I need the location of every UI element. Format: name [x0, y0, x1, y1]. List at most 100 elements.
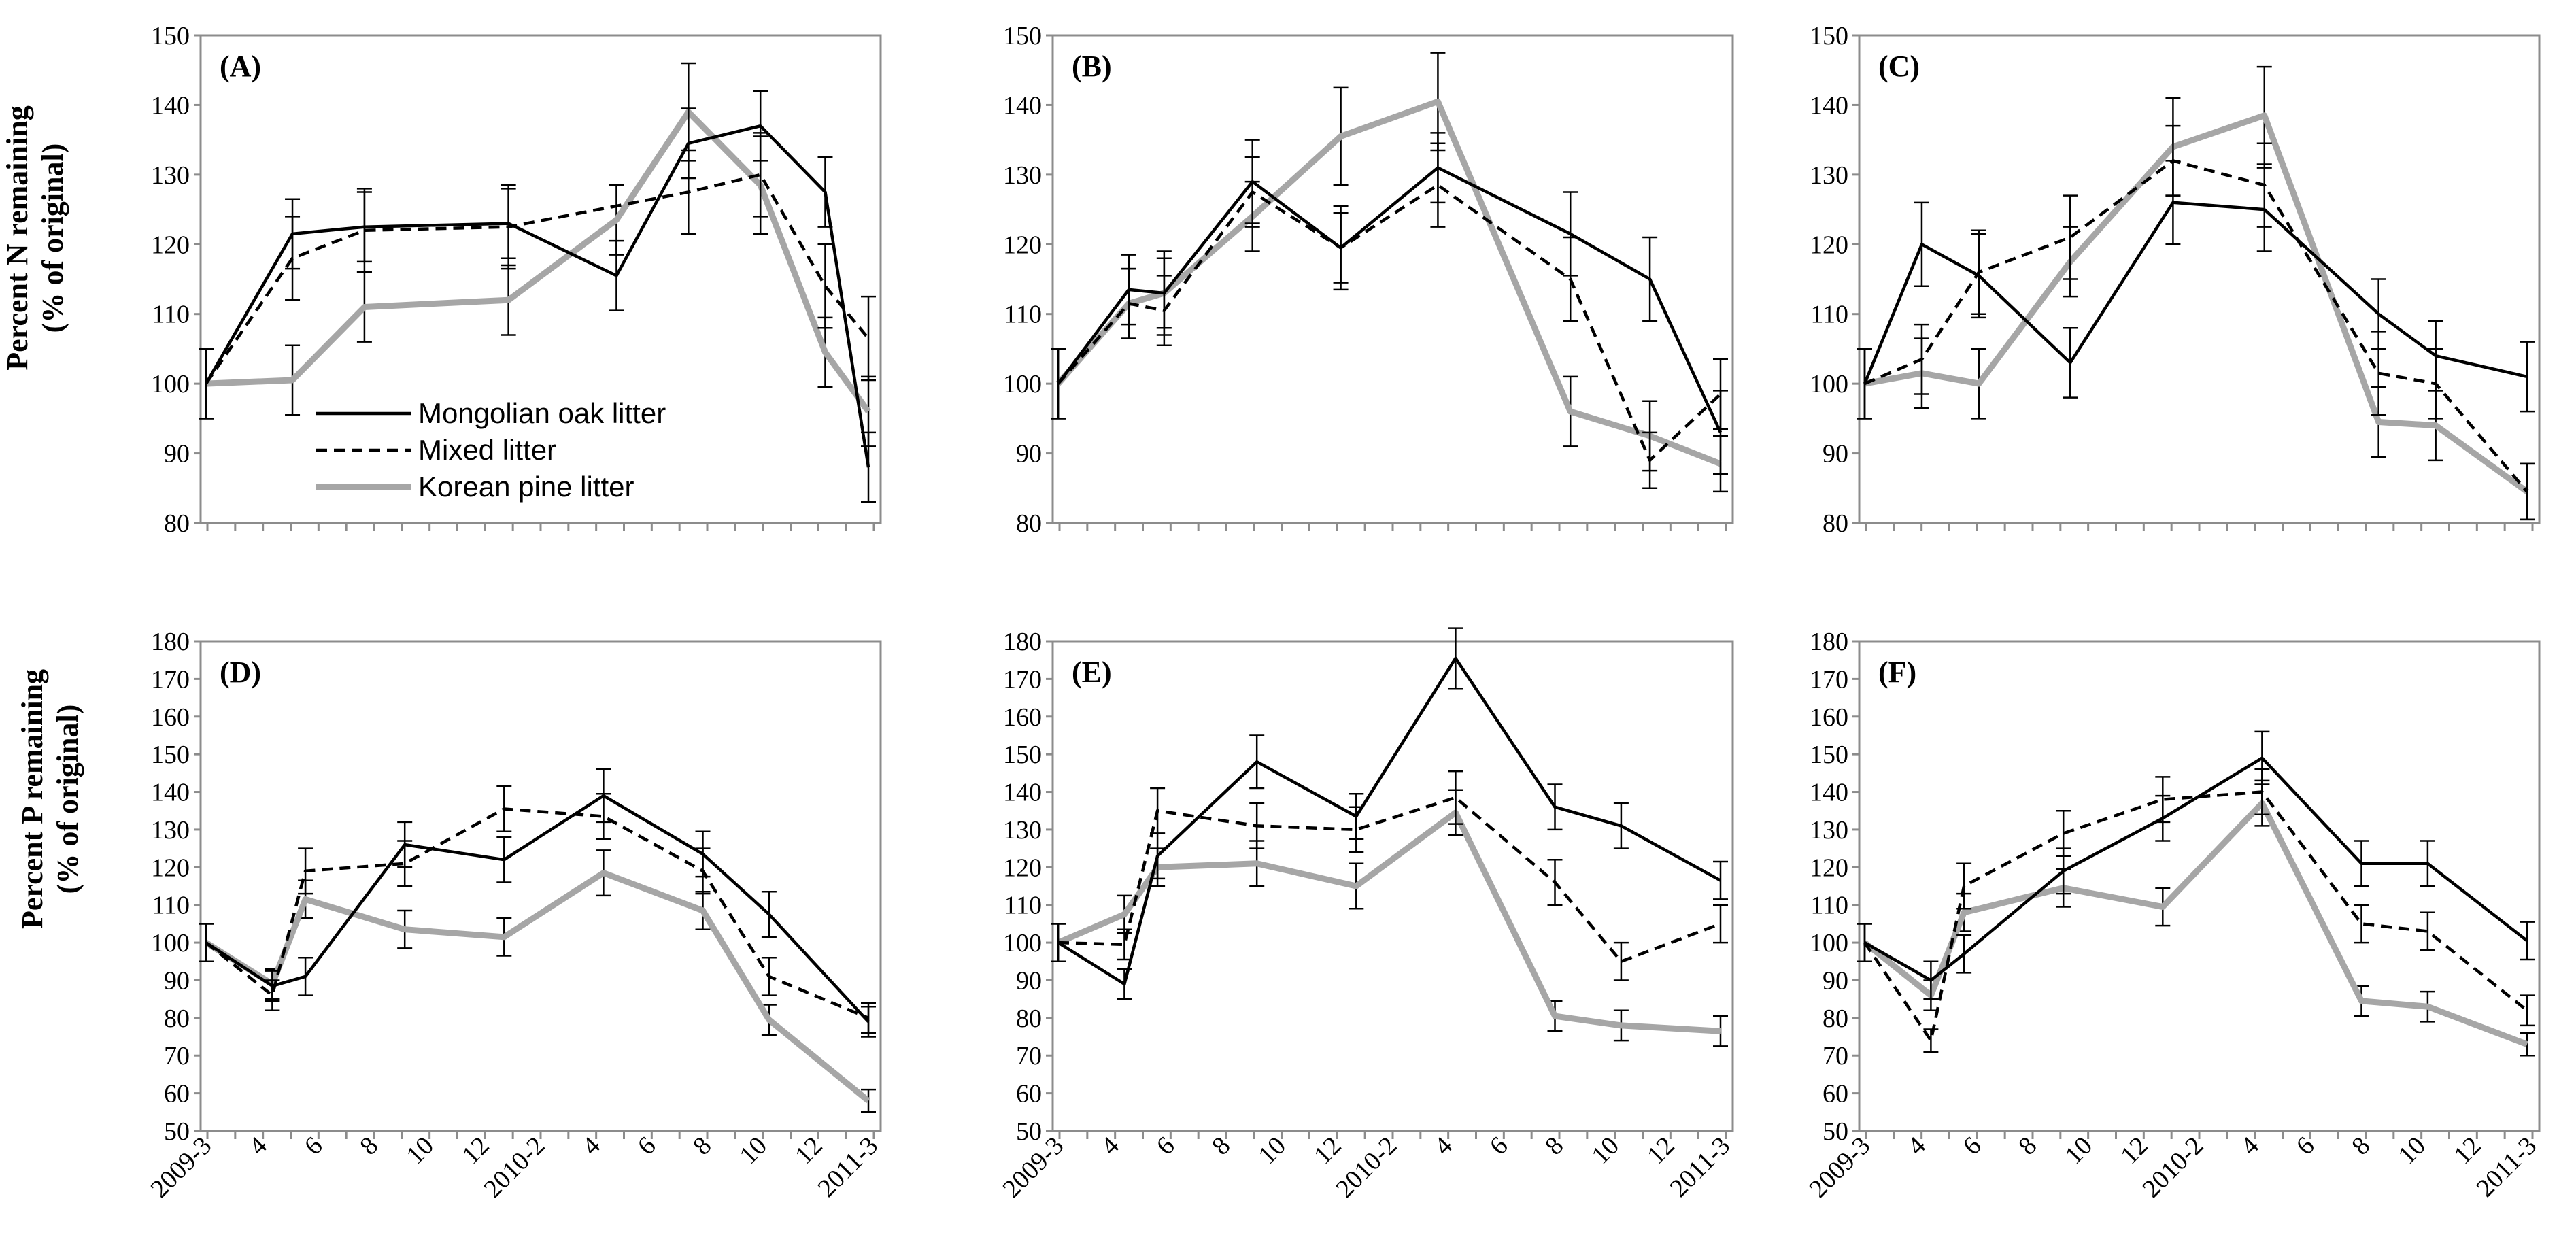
- y-title-line2: (% of original): [51, 705, 84, 894]
- panel-label: (A): [220, 50, 261, 83]
- series-mongolian-oak-litter: [1857, 730, 2535, 1000]
- x-tick-label: 6: [1151, 1132, 1181, 1161]
- plot-frame: [1051, 34, 1734, 524]
- y-title-line2: (% of original): [36, 143, 69, 333]
- y-tick-label: 70: [1016, 1042, 1042, 1070]
- x-tick-label: 6: [1485, 1132, 1514, 1161]
- y-tick-label: 50: [1016, 1117, 1042, 1146]
- plot-frame: [1858, 640, 2541, 1132]
- y-axis-title-bottom: Percent P remaining (% of original): [16, 669, 84, 929]
- chart-panel: 5060708090100110120130140150160170180200…: [1804, 628, 2543, 1203]
- panel-label: (C): [1878, 50, 1920, 83]
- y-tick-label: 110: [1004, 892, 1042, 920]
- x-tick-label: 10: [2392, 1132, 2431, 1170]
- y-tick-label: 120: [1810, 853, 1848, 882]
- y-tick-label: 80: [164, 1004, 190, 1033]
- legend-label: Mixed litter: [418, 434, 556, 466]
- x-tick-label: 10: [401, 1132, 439, 1170]
- x-tick-label: 10: [2059, 1132, 2098, 1170]
- plot-frame: [1858, 34, 2541, 524]
- y-tick-label: 60: [1823, 1080, 1848, 1108]
- series-mongolian-oak-litter: [1051, 627, 1728, 1000]
- y-tick-label: 130: [1003, 161, 1042, 190]
- series-mixed-litter: [1857, 768, 2535, 1053]
- y-tick-label: 90: [164, 966, 190, 995]
- x-tick-label: 4: [2235, 1132, 2265, 1161]
- x-tick-label: 2010-2: [2137, 1132, 2209, 1204]
- panel-label: (D): [220, 656, 261, 689]
- y-axis-title-top: Percent N remaining (% of original): [1, 105, 69, 370]
- y-tick-label: 90: [164, 440, 190, 469]
- series-line: [1863, 201, 2528, 384]
- y-tick-label: 60: [1016, 1080, 1042, 1108]
- y-tick-label: 100: [1003, 929, 1042, 958]
- series-korean-pine-litter: [1857, 65, 2535, 521]
- y-title-line1: Percent P remaining: [16, 669, 49, 929]
- y-tick-label: 140: [1003, 779, 1042, 807]
- panel-label: (E): [1072, 656, 1112, 689]
- x-tick-label: 2011-3: [813, 1132, 884, 1203]
- panel-label: (B): [1072, 50, 1112, 83]
- y-tick-label: 100: [1003, 370, 1042, 399]
- series-line: [1057, 796, 1721, 964]
- series-mongolian-oak-litter: [1857, 160, 2535, 420]
- series-line: [1057, 183, 1722, 462]
- x-tick-label: 8: [1540, 1132, 1569, 1161]
- series-mixed-litter: [1051, 142, 1728, 490]
- y-tick-label: 70: [1823, 1042, 1848, 1070]
- y-tick-label: 100: [151, 370, 190, 399]
- y-tick-label: 150: [151, 22, 190, 50]
- y-tick-label: 150: [1810, 22, 1848, 50]
- chart-panel: 80 90 100 110 120 130 140 150 (C): [1810, 22, 2541, 538]
- x-tick-label: 8: [2013, 1132, 2042, 1161]
- y-tick-label: 80: [164, 509, 190, 538]
- y-tick-label: 110: [152, 301, 190, 329]
- x-tick-label: 2011-3: [1665, 1132, 1736, 1203]
- x-tick-label: 10: [1253, 1132, 1291, 1170]
- series-korean-pine-litter: [199, 849, 876, 1113]
- y-tick-label: 130: [151, 161, 190, 190]
- y-tick-label: 130: [1810, 816, 1848, 845]
- y-tick-label: 180: [151, 628, 190, 656]
- y-tick-label: 170: [151, 665, 190, 694]
- y-tick-label: 80: [1823, 509, 1848, 538]
- y-tick-label: 150: [1810, 741, 1848, 769]
- x-tick-label: 12: [790, 1132, 828, 1170]
- x-tick-label: 4: [577, 1132, 606, 1161]
- x-tick-label: 6: [1958, 1132, 1987, 1161]
- y-tick-label: 140: [1003, 91, 1042, 120]
- x-tick-label: 4: [1429, 1132, 1458, 1161]
- x-tick-label: 2010-2: [479, 1132, 551, 1204]
- x-tick-label: 8: [354, 1132, 384, 1161]
- x-tick-label: 8: [2346, 1132, 2375, 1161]
- series-line: [205, 109, 871, 413]
- y-tick-label: 170: [1810, 665, 1848, 694]
- y-tick-label: 60: [164, 1080, 190, 1108]
- y-tick-label: 140: [1810, 91, 1848, 120]
- y-tick-label: 50: [164, 1117, 190, 1146]
- y-tick-label: 110: [1810, 892, 1848, 920]
- y-tick-label: 120: [1810, 231, 1848, 259]
- y-tick-label: 150: [1003, 741, 1042, 769]
- y-tick-label: 100: [151, 929, 190, 958]
- y-tick-label: 90: [1016, 440, 1042, 469]
- x-tick-label: 2010-2: [1331, 1132, 1403, 1204]
- legend-label: Mongolian oak litter: [418, 397, 666, 429]
- x-tick-label: 8: [688, 1132, 717, 1161]
- x-tick-label: 6: [632, 1132, 662, 1161]
- y-tick-label: 120: [1003, 231, 1042, 259]
- x-tick-label: 4: [1902, 1132, 1931, 1161]
- legend-label: Korean pine litter: [418, 471, 634, 503]
- series-line: [1863, 790, 2528, 1043]
- y-tick-label: 110: [1004, 301, 1042, 329]
- series-mongolian-oak-litter: [199, 768, 876, 1038]
- x-tick-label: 8: [1206, 1132, 1236, 1161]
- y-tick-label: 90: [1016, 966, 1042, 995]
- x-tick-label: 10: [734, 1132, 773, 1170]
- y-tick-label: 70: [164, 1042, 190, 1070]
- chart-panel: 80 90 100 110 120 130 140 150 (B): [1003, 22, 1734, 538]
- y-tick-label: 50: [1823, 1117, 1848, 1146]
- y-tick-label: 170: [1003, 665, 1042, 694]
- x-tick-label: 12: [2115, 1132, 2154, 1170]
